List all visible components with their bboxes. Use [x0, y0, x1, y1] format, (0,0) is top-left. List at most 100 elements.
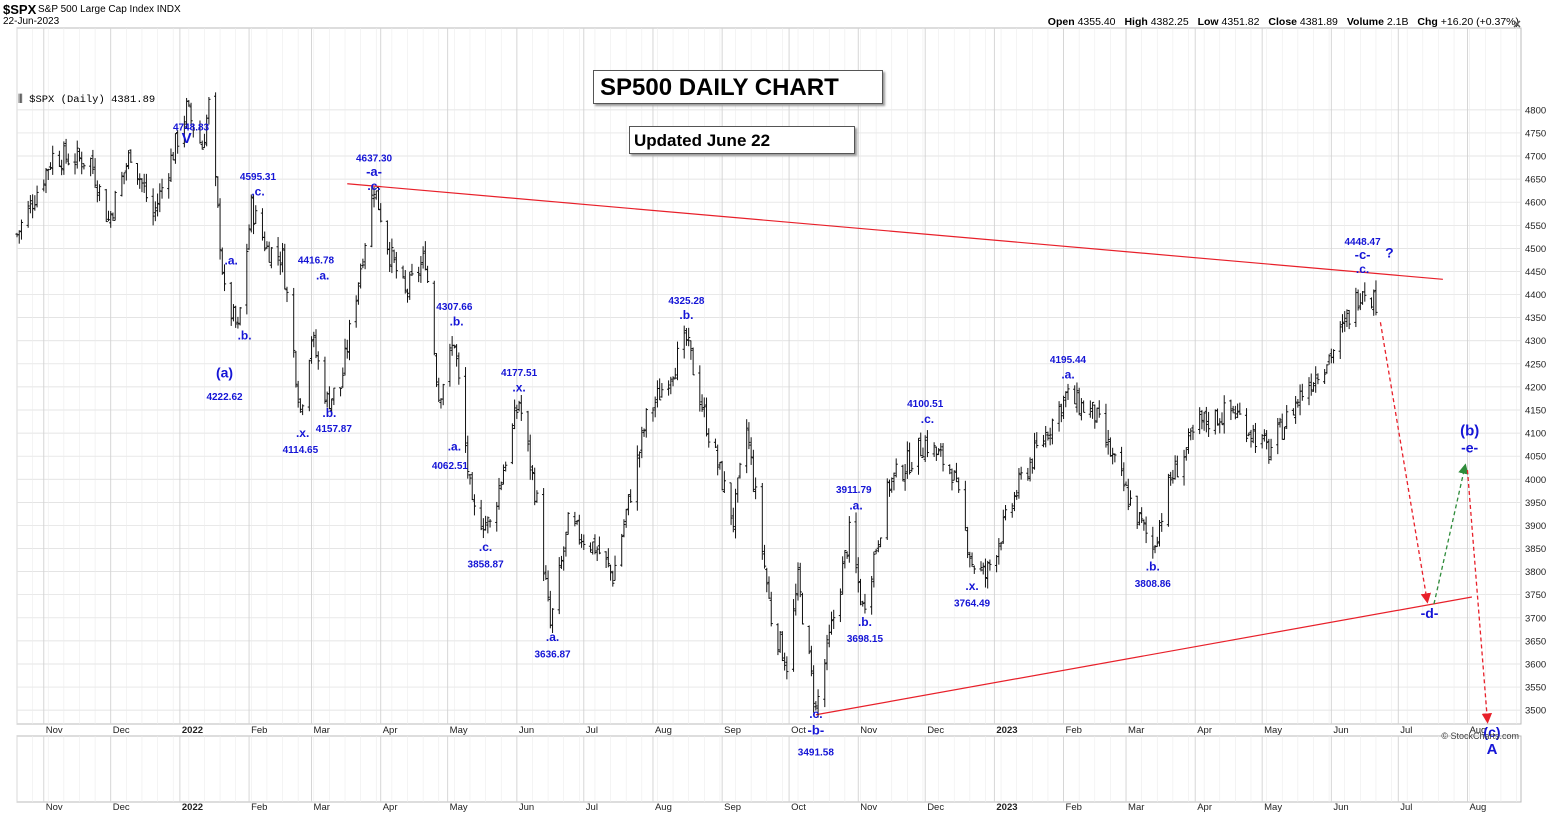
x-tick-label-lower: Jul: [1400, 802, 1412, 813]
x-tick-label-lower: Apr: [383, 802, 398, 813]
wave-label: 4748.83: [173, 123, 210, 134]
close-icon[interactable]: [1513, 20, 1521, 28]
wave-label: .c.: [809, 707, 822, 721]
wave-label: -e-: [1461, 439, 1478, 455]
y-tick-label: 4600: [1525, 198, 1546, 209]
y-tick-label: 3650: [1525, 636, 1546, 647]
wave-label: .x.: [965, 579, 978, 593]
wave-label: -c-: [1355, 247, 1371, 262]
x-tick-label: May: [450, 725, 468, 736]
x-tick-label: May: [1264, 725, 1282, 736]
wave-label: A: [1487, 741, 1498, 758]
x-tick-label: Nov: [46, 725, 63, 736]
chg-label: Chg: [1417, 16, 1438, 28]
x-tick-label-lower: Aug: [1469, 802, 1486, 813]
x-tick-label: Apr: [1197, 725, 1212, 736]
x-tick-label-lower: Jul: [586, 802, 598, 813]
wave-label: 4114.65: [283, 445, 319, 456]
ohlc-bars: [15, 92, 1378, 718]
y-tick-label: 4350: [1525, 313, 1546, 324]
watermark: © StockCharts.com: [1441, 731, 1519, 741]
wave-label: .c.: [367, 179, 380, 193]
wave-label: (b): [1460, 422, 1479, 439]
wave-label: 4177.51: [501, 368, 538, 379]
wave-label: -d-: [1421, 605, 1439, 621]
wave-label: .b.: [679, 308, 693, 322]
x-tick-label-lower: Mar: [314, 802, 330, 813]
x-tick-label-lower: May: [450, 802, 468, 813]
x-tick-label-lower: Nov: [860, 802, 877, 813]
wave-label: .b.: [238, 328, 252, 342]
wave-label: (a): [216, 365, 233, 381]
updated-note: Updated June 22: [629, 126, 855, 154]
x-tick-label: Jun: [519, 725, 534, 736]
x-tick-label-lower: Jun: [519, 802, 534, 813]
legend-text: $SPX (Daily) 4381.89: [29, 94, 156, 106]
wave-label: 3858.87: [468, 559, 505, 570]
wave-label: 4448.47: [1344, 237, 1381, 248]
x-tick-label: Oct: [791, 725, 806, 736]
wave-label: .c.: [1356, 262, 1369, 276]
x-tick-label: 2022: [182, 725, 203, 736]
open-value: 4355.40: [1077, 16, 1116, 28]
high-label: High: [1124, 16, 1148, 28]
low-label: Low: [1197, 16, 1219, 28]
wave-label: .x.: [296, 426, 309, 440]
wave-label: .c.: [479, 540, 492, 554]
x-tick-label: Mar: [1128, 725, 1144, 736]
y-tick-label: 4750: [1525, 128, 1546, 139]
x-tick-label-lower: May: [1264, 802, 1282, 813]
wave-label: 4100.51: [907, 399, 944, 410]
chart-title: SP500 DAILY CHART: [593, 70, 883, 104]
x-tick-label: Jul: [1400, 725, 1412, 736]
wave-label: .b.: [322, 406, 336, 420]
wave-label: 3491.58: [798, 747, 835, 758]
x-tick-label-lower: Oct: [791, 802, 806, 813]
y-tick-label: 4200: [1525, 382, 1546, 393]
x-tick-label: Aug: [655, 725, 672, 736]
y-tick-label: 3750: [1525, 590, 1546, 601]
wave-label: 4416.78: [298, 256, 335, 267]
wave-label: 3764.49: [954, 599, 991, 610]
x-tick-label-lower: 2023: [996, 802, 1017, 813]
wave-label: V: [182, 130, 192, 147]
x-tick-label: Feb: [251, 725, 267, 736]
y-tick-label: 4250: [1525, 359, 1546, 370]
y-tick-label: 4450: [1525, 267, 1546, 278]
wave-label: .b.: [450, 314, 464, 328]
x-tick-label: Dec: [113, 725, 130, 736]
y-tick-label: 3500: [1525, 706, 1546, 717]
y-tick-label: 4150: [1525, 406, 1546, 417]
lower-panel-frame: [16, 735, 1522, 803]
x-tick-label-lower: Nov: [46, 802, 63, 813]
x-tick-label: Jul: [586, 725, 598, 736]
wave-label: 3808.86: [1135, 579, 1172, 590]
y-tick-label: 4400: [1525, 290, 1546, 301]
wave-label: -a-: [366, 164, 382, 179]
x-tick-label-lower: Mar: [1128, 802, 1144, 813]
trendline: [347, 183, 1443, 280]
wave-label: .a.: [448, 440, 461, 454]
x-tick-label: Dec: [927, 725, 944, 736]
wave-label: 4595.31: [240, 172, 277, 183]
y-tick-label: 4500: [1525, 244, 1546, 255]
x-tick-label-lower: Aug: [655, 802, 672, 813]
projection-arrow: [1433, 463, 1469, 605]
wave-label: .a.: [225, 254, 238, 268]
x-tick-label-lower: Feb: [1066, 802, 1082, 813]
open-label: Open: [1047, 16, 1075, 28]
x-tick-label-lower: 2022: [182, 802, 203, 813]
wave-label: 4062.51: [432, 461, 469, 472]
y-tick-label: 4100: [1525, 429, 1546, 440]
x-tick-label-lower: Dec: [113, 802, 130, 813]
low-value: 4351.82: [1221, 16, 1260, 28]
wave-label: 4325.28: [668, 296, 705, 307]
wave-label: .a.: [1061, 368, 1074, 382]
x-tick-label: Feb: [1066, 725, 1082, 736]
close-value: 4381.89: [1299, 16, 1338, 28]
x-tick-label-lower: Sep: [724, 802, 741, 813]
x-tick-label: Apr: [383, 725, 398, 736]
volume-label: Volume: [1346, 16, 1384, 28]
wave-label: .c.: [251, 184, 264, 198]
projection-arrow: [1379, 322, 1432, 604]
